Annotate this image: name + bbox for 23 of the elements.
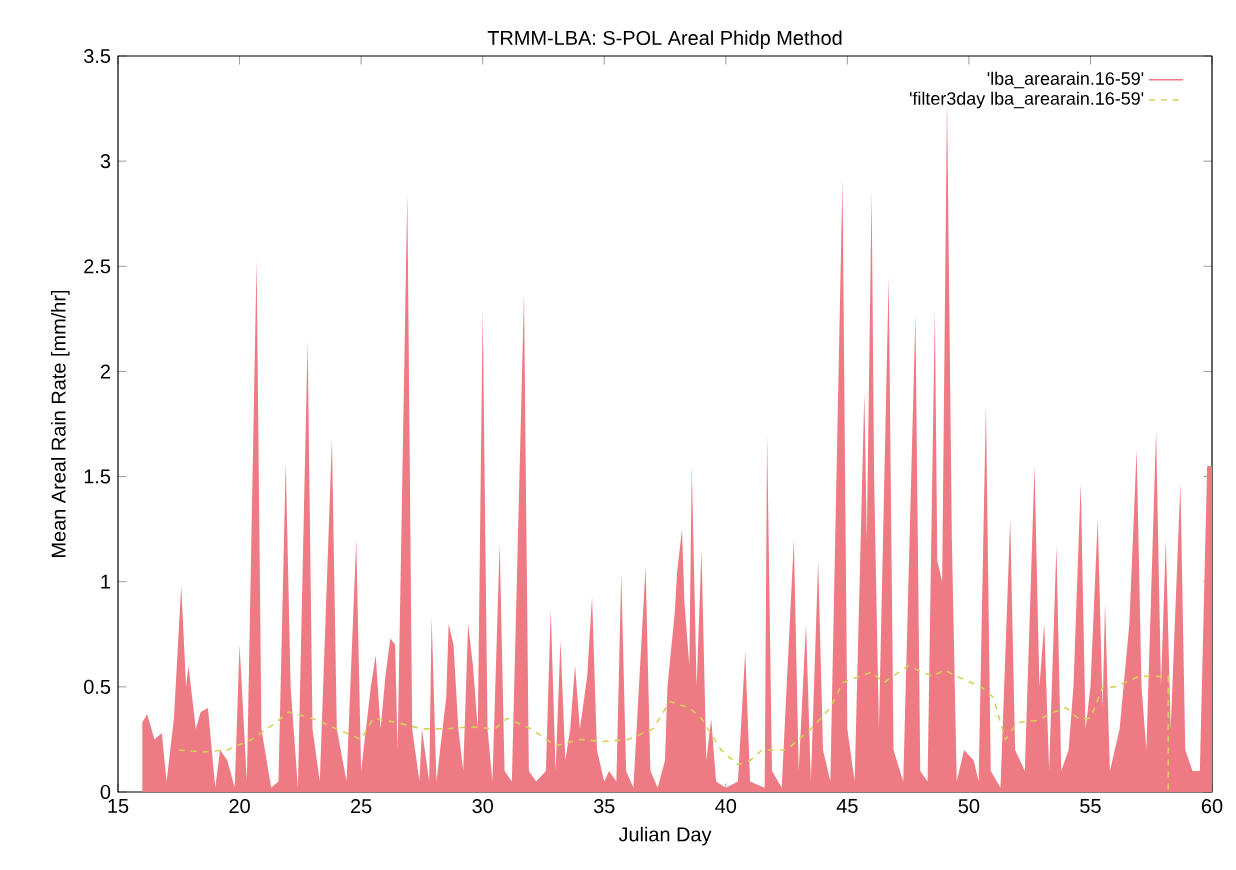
y-tick-label: 2.5: [84, 259, 111, 274]
y-tick-label: 1.5: [84, 469, 111, 484]
legend-label: 'lba_arearain.16-59': [987, 71, 1144, 89]
x-tick-label: 15: [108, 799, 129, 813]
x-tick-label: 60: [1201, 799, 1223, 814]
legend-label: 'filter3day lba_arearain.16-59': [909, 91, 1144, 109]
y-tick-label: 1: [101, 574, 110, 589]
x-tick-label: 45: [836, 799, 858, 813]
x-tick-label: 20: [229, 799, 250, 814]
x-tick-label: 40: [715, 799, 737, 814]
y-tick-label: 3.5: [84, 48, 111, 64]
x-tick-label: 55: [1080, 799, 1101, 813]
y-tick-label: 3: [100, 154, 111, 169]
y-tick-label: 0: [100, 784, 111, 800]
x-tick-label: 30: [472, 799, 493, 814]
y-tick-label: 0.5: [84, 679, 111, 694]
y-tick-label: 2: [100, 364, 110, 379]
x-axis-title: Julian Day: [618, 826, 712, 846]
x-tick-label: 35: [593, 799, 615, 814]
y-axis-title: Mean Areal Rain Rate [mm/hr]: [51, 290, 70, 557]
x-tick-label: 50: [958, 799, 980, 814]
chart-title: TRMM-LBA: S-POL Areal Phidp Method: [487, 30, 842, 49]
x-tick-label: 25: [351, 799, 372, 814]
